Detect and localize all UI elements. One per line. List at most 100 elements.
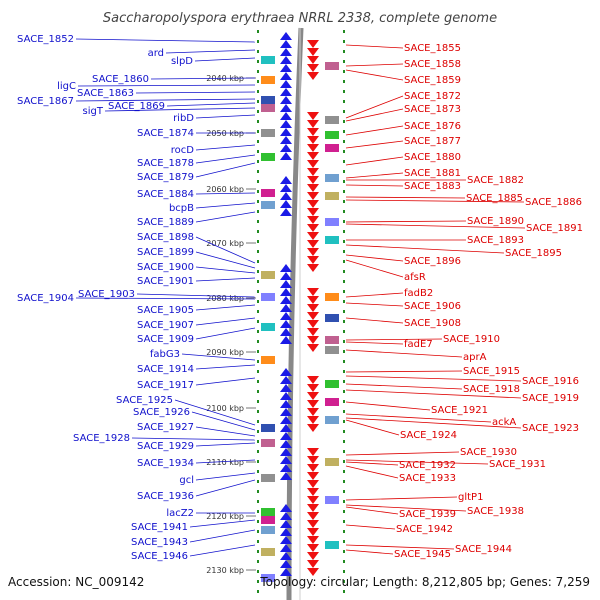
track-dot [343,400,345,403]
track-dot [257,390,259,393]
gene-leader-line [345,338,443,341]
feature-block [261,508,275,516]
reverse-gene-arrow [307,64,319,72]
track-dot [343,440,345,443]
forward-gene-arrow [280,368,292,376]
gene-label: slpD [171,56,193,67]
gene-leader-line [345,459,489,465]
track-dot [257,400,259,403]
gene-leader-line [189,529,256,543]
track-dot [257,90,259,93]
kbp-label: 2120 kbp [206,512,244,521]
feature-block [325,336,339,344]
gene-leader-line [345,44,404,49]
gene-leader-line [345,184,404,187]
track-dot [257,80,259,83]
gene-label: SACE_1942 [396,524,453,535]
gene-label: SACE_1880 [404,152,461,163]
gene-label: SACE_1944 [455,544,512,555]
gene-label: SACE_1927 [137,422,194,433]
gene-label: SACE_1929 [137,441,194,452]
gene-leader-line [166,102,256,107]
track-dot [257,50,259,53]
gene-label: ard [148,48,164,59]
gene-leader-line [75,297,256,300]
track-dot [343,50,345,53]
gene-label: SACE_1936 [137,491,194,502]
gene-leader-line [104,107,256,112]
track-dot [257,260,259,263]
track-dot [343,150,345,153]
gene-label: ackA [492,417,516,428]
track-dot [257,120,259,123]
track-dot [343,270,345,273]
track-dot [257,500,259,503]
gene-label: SACE_1895 [505,248,562,259]
gene-label: SACE_1858 [404,59,461,70]
track-dot [343,90,345,93]
gene-leader-line [345,341,404,345]
backbone-line [286,27,304,600]
reverse-gene-arrow [307,568,319,576]
reverse-gene-arrow [307,184,319,192]
gene-label: SACE_1899 [137,247,194,258]
genome-backbone [286,27,304,600]
forward-gene-arrow [280,280,292,288]
gene-leader-line [195,162,256,178]
accession-label: Accession: NC_009142 [8,575,144,589]
reverse-gene-arrow [307,488,319,496]
gene-leader-line [345,496,458,501]
forward-gene-arrow [280,288,292,296]
track-dot [343,210,345,213]
feature-block [261,153,275,161]
reverse-gene-arrow [307,408,319,416]
gene-label: SACE_1874 [137,128,194,139]
track-dot [343,330,345,333]
gene-label: SACE_1904 [17,293,74,304]
track-dot [343,550,345,553]
track-dot [257,340,259,343]
track-dot [257,350,259,353]
forward-gene-arrow [280,448,292,456]
feature-tracks [257,30,345,593]
reverse-gene-arrow [307,152,319,160]
feature-block [261,129,275,137]
gene-leader-line [195,426,256,437]
reverse-gene-arrow [307,456,319,464]
gene-label: SACE_1872 [404,91,461,102]
gene-leader-line [165,49,256,54]
track-dot [257,40,259,43]
reverse-gene-arrow [307,472,319,480]
track-dot [257,230,259,233]
forward-gene-arrow [280,184,292,192]
forward-gene-arrow [280,192,292,200]
gene-leader-line [189,544,256,557]
forward-gene-arrow [280,32,292,40]
track-dot [343,320,345,323]
forward-gene-arrow [280,272,292,280]
gene-label: fadB2 [404,288,433,299]
gene-label: SACE_1946 [131,551,188,562]
track-dot [257,570,259,573]
reverse-gene-arrow [307,176,319,184]
feature-block [261,574,275,582]
track-dot [257,490,259,493]
gene-label: SACE_1945 [394,549,451,560]
forward-gene-arrow [280,456,292,464]
feature-block [261,293,275,301]
gene-leader-line [345,461,399,466]
feature-block [261,323,275,331]
kbp-label: 2130 kbp [206,566,244,575]
reverse-gene-arrow [307,528,319,536]
forward-gene-arrow [280,128,292,136]
track-dot [343,220,345,223]
reverse-gene-arrow [307,200,319,208]
track-dot [343,340,345,343]
gene-leader-line [150,77,256,80]
gene-label: SACE_1852 [17,34,74,45]
gene-leader-line [345,419,400,436]
gene-leader-line [345,220,467,223]
gene-leader-line [345,292,404,298]
forward-gene-arrow [280,40,292,48]
